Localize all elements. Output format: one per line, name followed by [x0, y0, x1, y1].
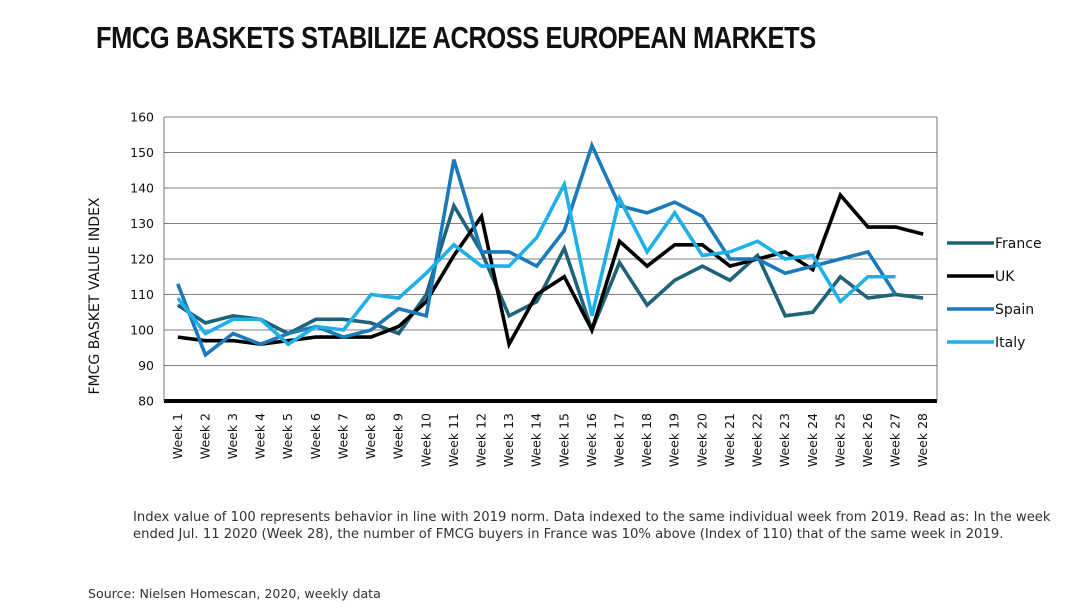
x-tick-label: Week 23	[777, 413, 792, 467]
x-tick-label: Week 3	[225, 413, 240, 459]
y-tick-label: 160	[130, 110, 154, 125]
y-tick-label: 130	[130, 216, 154, 231]
gridlines	[163, 116, 938, 403]
x-tick-label: Week 24	[805, 413, 820, 467]
x-tick-label: Week 7	[335, 413, 350, 459]
chart-title: FMCG BASKETS STABILIZE ACROSS EUROPEAN M…	[96, 20, 816, 55]
x-tick-label: Week 15	[556, 413, 571, 467]
x-tick-label: Week 11	[446, 413, 461, 467]
y-tick-label: 120	[130, 252, 154, 267]
x-tick-labels: Week 1 Week 2 Week 3 Week 4 Week 5 Week 6 Week…	[170, 413, 930, 467]
legend: France UK Spain Italy	[947, 236, 1042, 351]
y-tick-label: 80	[138, 394, 154, 409]
legend-label: UK	[995, 269, 1015, 285]
y-axis-label: FMCG BASKET VALUE INDEX	[87, 197, 103, 394]
series-lines	[176, 140, 924, 358]
x-tick-label: Week 20	[694, 413, 709, 467]
series-line-uk	[177, 191, 924, 350]
footnote: Index value of 100 represents behavior i…	[133, 510, 1051, 542]
x-tick-label: Week 5	[280, 413, 295, 459]
legend-label: Italy	[995, 335, 1025, 351]
series-line-france	[176, 201, 924, 336]
x-tick-label: Week 12	[473, 413, 488, 467]
y-tick-label: 100	[130, 323, 154, 338]
legend-label: Spain	[995, 302, 1034, 318]
x-tick-label: Week 13	[501, 413, 516, 467]
x-tick-label: Week 19	[667, 413, 682, 467]
x-tick-label: Week 16	[584, 413, 599, 467]
x-tick-label: Week 27	[888, 413, 903, 467]
x-tick-label: Week 4	[253, 413, 268, 459]
source-note: Source: Nielsen Homescan, 2020, weekly d…	[88, 586, 381, 601]
x-tick-label: Week 2	[197, 413, 212, 459]
y-tick-label: 140	[130, 181, 154, 196]
x-tick-label: Week 22	[750, 413, 765, 467]
x-tick-label: Week 28	[915, 413, 930, 467]
x-tick-label: Week 18	[639, 413, 654, 467]
x-tick-label: Week 1	[170, 413, 185, 459]
x-tick-label: Week 9	[391, 413, 406, 459]
y-tick-label: 90	[138, 358, 154, 373]
x-tick-label: Week 17	[612, 413, 627, 467]
series-line-italy	[176, 179, 896, 347]
y-tick-labels: 80 90 100 110 120 130 140 150 160	[130, 110, 154, 409]
y-tick-label: 110	[130, 287, 154, 302]
x-tick-label: Week 6	[308, 413, 323, 459]
x-tick-label: Week 14	[529, 413, 544, 467]
x-tick-label: Week 25	[832, 413, 847, 467]
legend-label: France	[995, 236, 1042, 252]
series-line-spain	[176, 140, 898, 358]
y-tick-label: 150	[130, 145, 154, 160]
x-tick-label: Week 21	[722, 413, 737, 467]
x-tick-label: Week 10	[418, 413, 433, 467]
x-tick-label: Week 26	[860, 413, 875, 467]
x-tick-label: Week 8	[363, 413, 378, 459]
